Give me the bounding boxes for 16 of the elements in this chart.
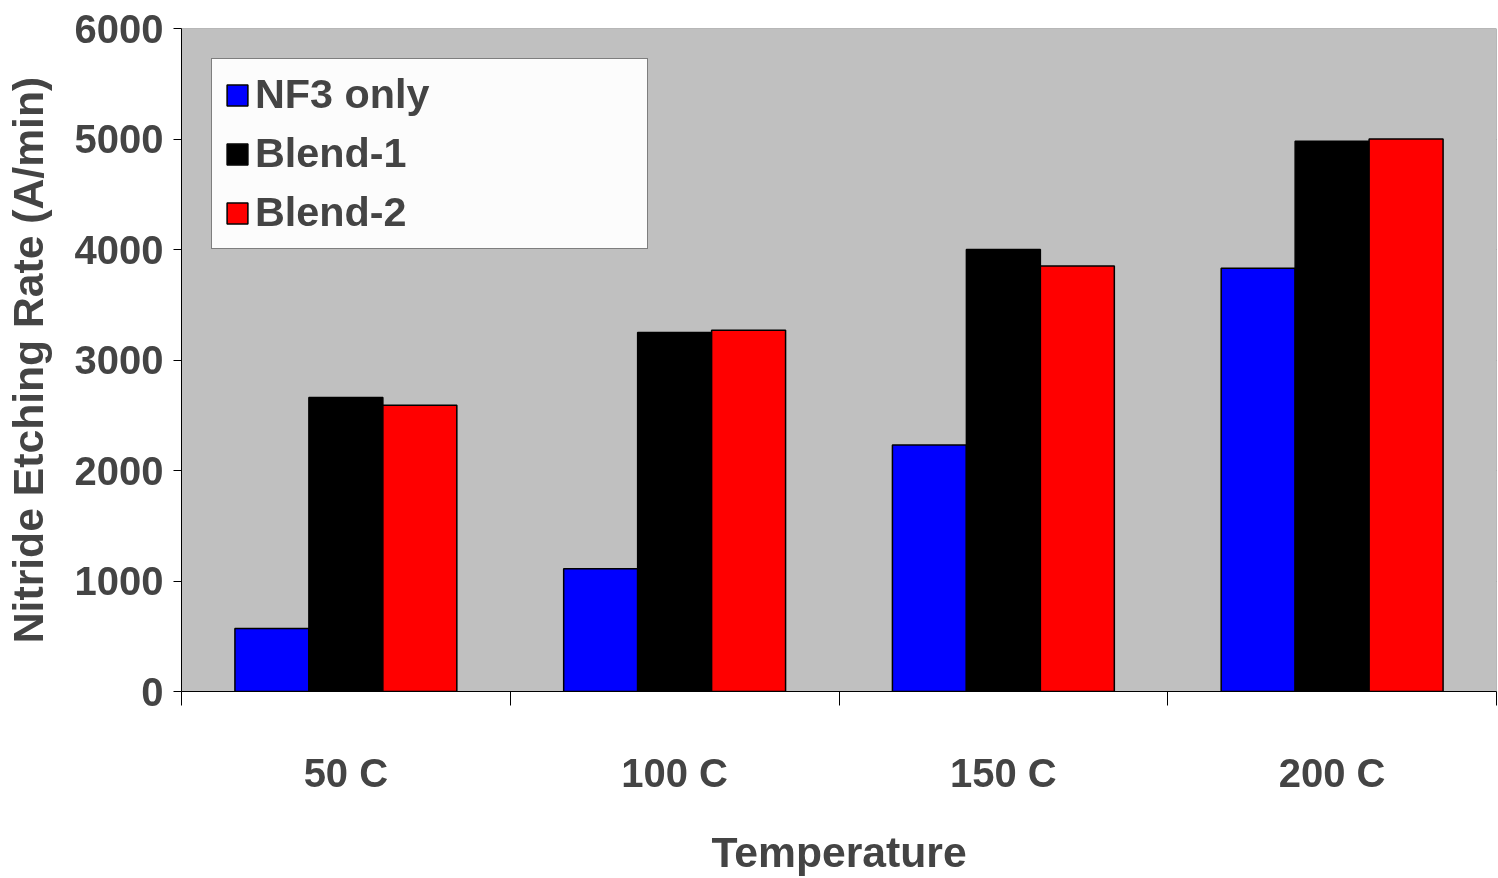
y-tick-label: 2000 <box>74 448 164 493</box>
x-tick-label: 150 C <box>950 750 1057 795</box>
y-tick-label: 1000 <box>74 559 164 603</box>
y-tick-label: 3000 <box>74 338 164 382</box>
y-tick-label: 5000 <box>74 117 164 161</box>
legend-label: Blend-2 <box>255 189 408 236</box>
x-tick-label: 100 C <box>621 750 729 795</box>
y-tick-label: 4000 <box>74 227 164 272</box>
x-tick-label: 200 C <box>1278 750 1386 795</box>
y-axis-title: Nitride Etching Rate (A/min) <box>3 76 52 644</box>
y-tick-label: 6000 <box>74 6 164 51</box>
x-tick-label: 50 C <box>303 750 389 795</box>
legend-label: Blend-1 <box>255 130 408 177</box>
legend-label: NF3 only <box>255 71 431 118</box>
y-tick-label: 0 <box>141 669 164 714</box>
x-axis-title: Temperature <box>711 827 967 876</box>
